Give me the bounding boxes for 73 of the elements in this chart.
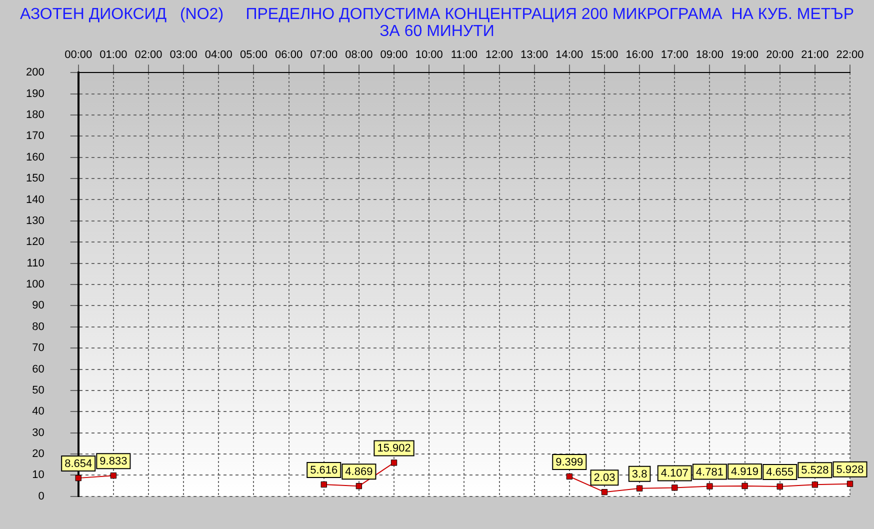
point bbox=[636, 485, 643, 492]
data-label: 2.03 bbox=[594, 472, 616, 484]
y-tick-label: 50 bbox=[32, 384, 44, 396]
x-tick-label: 22:00 bbox=[836, 49, 864, 62]
y-tick-label: 40 bbox=[32, 406, 44, 418]
y-tick-label: 150 bbox=[26, 172, 44, 185]
x-tick-label: 17:00 bbox=[660, 49, 688, 62]
y-tick-label: 160 bbox=[26, 151, 44, 164]
data-label: 3.8 bbox=[632, 468, 648, 480]
x-tick-label: 06:00 bbox=[275, 49, 303, 62]
y-tick-label: 190 bbox=[26, 88, 44, 100]
point bbox=[601, 489, 608, 496]
data-label: 4.107 bbox=[660, 468, 688, 480]
x-tick-label: 16:00 bbox=[626, 49, 654, 62]
point bbox=[320, 481, 327, 488]
y-tick-label: 80 bbox=[32, 320, 44, 333]
x-tick-label: 03:00 bbox=[170, 49, 198, 62]
data-label: 9.399 bbox=[556, 456, 584, 469]
data-label: 5.928 bbox=[836, 464, 864, 476]
point bbox=[812, 482, 818, 488]
x-tick-label: 08:00 bbox=[345, 49, 373, 62]
y-tick-label: 10 bbox=[32, 469, 44, 482]
point bbox=[566, 473, 572, 480]
data-label: 8.654 bbox=[64, 458, 92, 470]
x-tick-label: 07:00 bbox=[310, 49, 338, 62]
point bbox=[390, 460, 398, 466]
x-tick-label: 09:00 bbox=[380, 49, 408, 62]
x-tick-label: 10:00 bbox=[415, 49, 443, 62]
x-tick-label: 05:00 bbox=[240, 49, 268, 62]
x-tick-label: 04:00 bbox=[204, 49, 232, 62]
x-tick-label: 21:00 bbox=[801, 49, 829, 62]
x-tick-label: 02:00 bbox=[134, 49, 162, 62]
x-tick-label: 15:00 bbox=[590, 49, 618, 62]
point bbox=[110, 472, 117, 479]
x-tick-label: 11:00 bbox=[450, 49, 478, 62]
point bbox=[742, 482, 748, 490]
y-tick-label: 110 bbox=[26, 257, 44, 270]
data-label: 9.833 bbox=[100, 456, 128, 468]
data-label: 5.616 bbox=[310, 464, 338, 477]
point bbox=[75, 474, 82, 482]
y-tick-label: 180 bbox=[26, 109, 44, 122]
y-tick-label: 70 bbox=[32, 342, 44, 354]
data-label: 5.528 bbox=[801, 464, 829, 477]
x-tick-label: 00:00 bbox=[64, 49, 92, 62]
data-label: 4.919 bbox=[731, 466, 759, 478]
y-tick-label: 0 bbox=[38, 490, 44, 502]
data-label: 4.655 bbox=[766, 466, 794, 479]
data-label: 4.781 bbox=[696, 466, 724, 478]
point bbox=[776, 483, 783, 490]
y-tick-label: 120 bbox=[26, 236, 44, 248]
x-tick-label: 18:00 bbox=[696, 49, 724, 62]
y-tick-label: 30 bbox=[32, 426, 44, 439]
x-tick-label: 19:00 bbox=[731, 49, 759, 62]
x-tick-label: 20:00 bbox=[766, 49, 794, 62]
point bbox=[846, 480, 854, 487]
x-tick-label: 13:00 bbox=[520, 49, 548, 62]
x-tick-label: 12:00 bbox=[485, 49, 514, 62]
x-tick-label: 14:00 bbox=[556, 49, 584, 62]
point bbox=[356, 483, 362, 490]
data-label: 4.869 bbox=[345, 466, 373, 478]
y-tick-label: 20 bbox=[32, 448, 44, 460]
data-label: 15.902 bbox=[377, 442, 411, 455]
chart-title: АЗОТЕН ДИОКСИД (NO2) ПРЕДЕЛНО ДОПУСТИМА КОНЦЕНТРАЦИЯ 200 МИКРОГРАМА НА КУБ. МЕТЪР ЗА 60 МИНУТИ bbox=[18, 5, 856, 40]
y-tick-label: 170 bbox=[26, 130, 44, 142]
y-tick-label: 140 bbox=[26, 194, 44, 206]
point bbox=[706, 483, 713, 490]
y-tick-label: 200 bbox=[26, 66, 44, 79]
y-tick-label: 90 bbox=[32, 300, 44, 312]
y-tick-label: 60 bbox=[32, 363, 44, 376]
point bbox=[672, 484, 678, 491]
y-tick-label: 130 bbox=[26, 214, 44, 227]
y-tick-label: 100 bbox=[26, 278, 44, 291]
x-tick-label: 01:00 bbox=[100, 49, 128, 62]
